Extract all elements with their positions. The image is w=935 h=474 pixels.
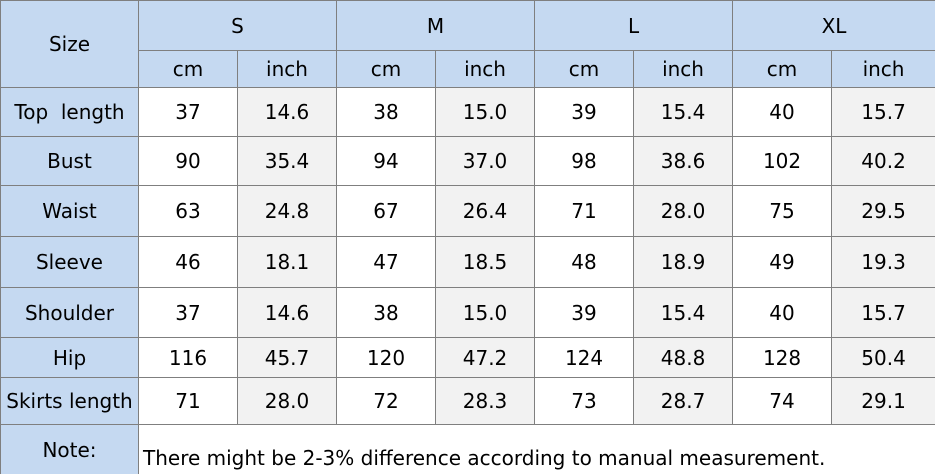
value-cell: 14.6 [236,87,338,137]
value-cell: 71 [138,377,238,425]
row-label: Skirts length [0,377,139,425]
value-cell: 45.7 [236,337,338,378]
value-cell: 71 [534,185,635,237]
note-text: There might be 2-3% difference according… [137,424,935,474]
value-cell: 102 [732,136,833,186]
value-cell: 67 [336,185,437,237]
size-header: L [534,0,734,51]
value-cell: 18.5 [435,236,536,288]
table-row: Size S M L XL [0,0,935,88]
value-cell: 40 [732,287,833,338]
value-cell: 14.6 [236,287,338,338]
value-cell: 46 [138,236,238,288]
value-cell: 116 [138,337,238,378]
value-cell: 73 [534,377,635,425]
corner-header: Size [0,0,139,88]
value-cell: 15.7 [831,87,935,137]
row-label: Sleeve [0,236,139,288]
unit-header: cm [534,50,635,88]
value-cell: 48.8 [633,337,734,378]
value-cell: 28.7 [633,377,734,425]
value-cell: 19.3 [831,236,935,288]
value-cell: 40 [732,87,833,137]
unit-header: cm [732,50,833,88]
value-cell: 15.7 [831,287,935,338]
value-cell: 94 [336,136,437,186]
value-cell: 38 [336,287,437,338]
value-cell: 18.1 [236,236,338,288]
table-row: Bust 90 35.4 94 37.0 98 38.6 102 40.2 [0,136,935,186]
value-cell: 28.3 [435,377,536,425]
unit-header: inch [236,50,338,88]
value-cell: 50.4 [831,337,935,378]
row-label: Shoulder [0,287,139,338]
table-row: Sleeve 46 18.1 47 18.5 48 18.9 49 19.3 [0,236,935,288]
value-cell: 47.2 [435,337,536,378]
table-row: Skirts length 71 28.0 72 28.3 73 28.7 74 29.1 [0,377,935,425]
row-label: Bust [0,136,139,186]
value-cell: 24.8 [236,185,338,237]
value-cell: 98 [534,136,635,186]
value-cell: 15.4 [633,287,734,338]
value-cell: 15.4 [633,87,734,137]
value-cell: 48 [534,236,635,288]
unit-header: inch [633,50,734,88]
note-label: Note: [0,424,139,474]
value-cell: 39 [534,287,635,338]
unit-header: cm [138,50,238,88]
value-cell: 18.9 [633,236,734,288]
value-cell: 63 [138,185,238,237]
value-cell: 15.0 [435,287,536,338]
value-cell: 26.4 [435,185,536,237]
size-header: M [336,0,536,51]
row-label: Top length [0,87,139,137]
table-row: Hip 116 45.7 120 47.2 124 48.8 128 50.4 [0,337,935,378]
value-cell: 128 [732,337,833,378]
table-row: Top length 37 14.6 38 15.0 39 15.4 40 15.7 [0,87,935,137]
value-cell: 90 [138,136,238,186]
value-cell: 124 [534,337,635,378]
value-cell: 37.0 [435,136,536,186]
value-cell: 38 [336,87,437,137]
unit-header: cm [336,50,437,88]
row-label: Hip [0,337,139,378]
value-cell: 47 [336,236,437,288]
value-cell: 28.0 [633,185,734,237]
value-cell: 40.2 [831,136,935,186]
unit-header: inch [831,50,935,88]
value-cell: 28.0 [236,377,338,425]
size-header: S [137,0,338,51]
table-row: cm inch cm inch cm inch cm inch [1,50,935,88]
table-row: Waist 63 24.8 67 26.4 71 28.0 75 29.5 [0,185,935,237]
value-cell: 37 [138,87,238,137]
row-label: Waist [0,185,139,237]
value-cell: 49 [732,236,833,288]
value-cell: 75 [732,185,833,237]
value-cell: 15.0 [435,87,536,137]
value-cell: 37 [138,287,238,338]
table-row: Note: There might be 2-3% difference acco… [0,424,935,474]
value-cell: 72 [336,377,437,425]
value-cell: 29.1 [831,377,935,425]
value-cell: 74 [732,377,833,425]
value-cell: 38.6 [633,136,734,186]
unit-header: inch [435,50,536,88]
size-header: XL [732,0,935,51]
value-cell: 120 [336,337,437,378]
value-cell: 39 [534,87,635,137]
value-cell: 29.5 [831,185,935,237]
table-row: Shoulder 37 14.6 38 15.0 39 15.4 40 15.7 [0,287,935,338]
value-cell: 35.4 [236,136,338,186]
